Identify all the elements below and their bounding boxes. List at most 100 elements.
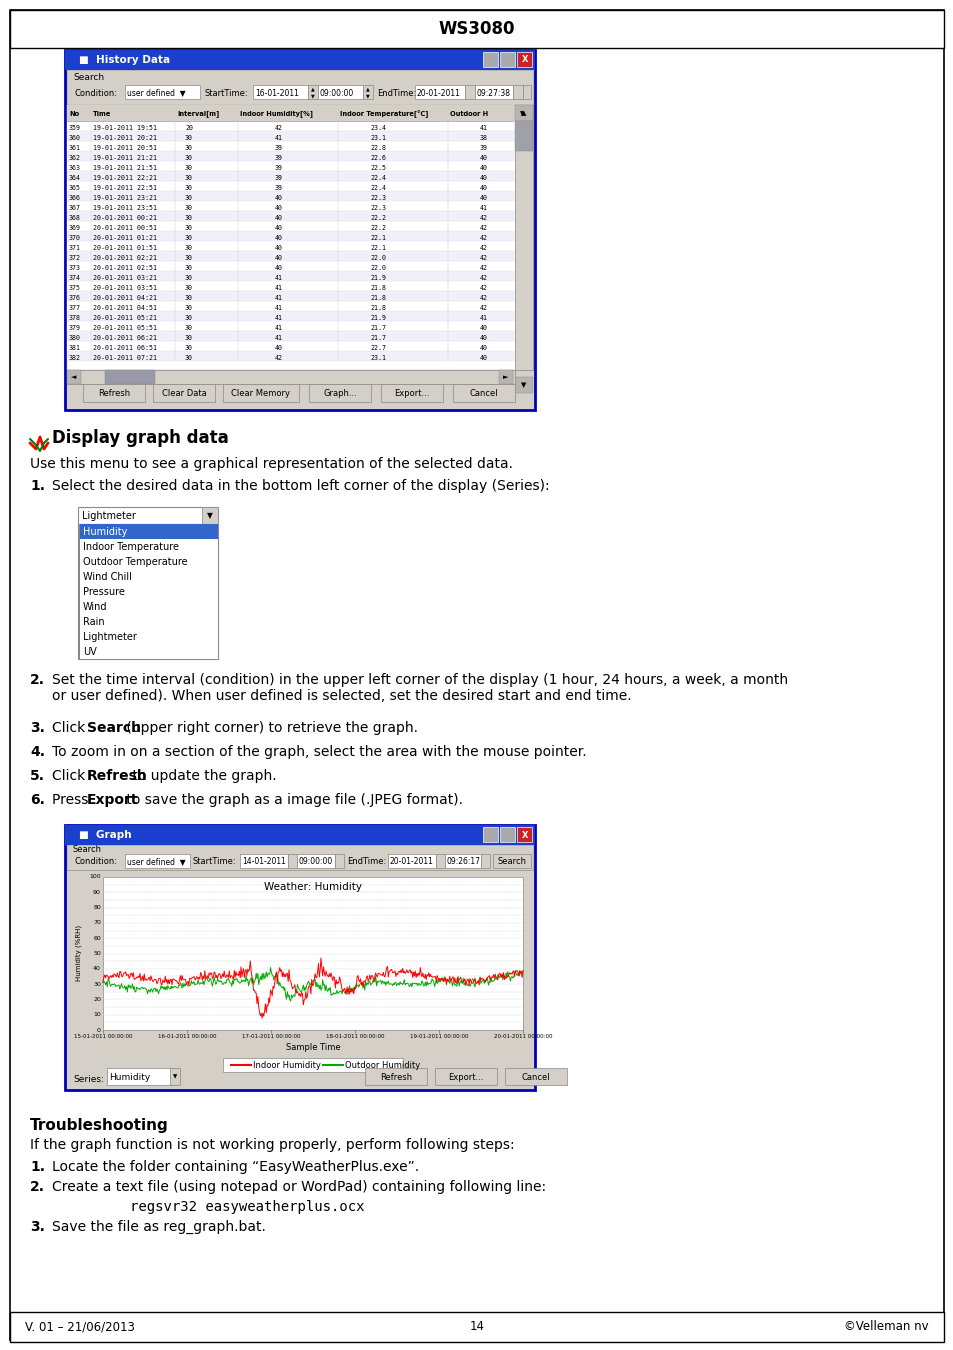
Bar xyxy=(78,524,218,659)
Bar xyxy=(67,301,515,310)
Bar xyxy=(499,53,515,68)
Text: ▼: ▼ xyxy=(519,112,524,116)
Bar xyxy=(436,855,444,868)
Text: 30: 30 xyxy=(185,346,193,351)
Text: 20-01-2011 02:51: 20-01-2011 02:51 xyxy=(92,265,157,271)
Text: 09:00:00: 09:00:00 xyxy=(319,89,354,97)
Text: 42: 42 xyxy=(479,305,488,310)
Text: 20-01-2011 00:00:00: 20-01-2011 00:00:00 xyxy=(494,1034,552,1040)
Bar xyxy=(444,855,480,868)
Text: 20-01-2011 07:21: 20-01-2011 07:21 xyxy=(92,355,157,360)
Text: 22.3: 22.3 xyxy=(370,205,386,211)
Bar xyxy=(152,383,214,402)
Bar xyxy=(67,122,515,131)
Text: 23.4: 23.4 xyxy=(370,126,386,131)
Bar xyxy=(67,140,515,151)
Text: 3.: 3. xyxy=(30,1220,45,1234)
Bar xyxy=(67,292,515,301)
Text: 30: 30 xyxy=(185,325,193,331)
Text: 21.7: 21.7 xyxy=(370,335,386,342)
Text: 39: 39 xyxy=(274,185,283,190)
Text: 22.2: 22.2 xyxy=(370,225,386,231)
Bar xyxy=(464,85,475,99)
Text: Click: Click xyxy=(52,721,90,734)
Text: 40: 40 xyxy=(274,205,283,211)
Text: 40: 40 xyxy=(274,194,283,201)
Text: X: X xyxy=(521,830,528,840)
Text: 21.8: 21.8 xyxy=(370,285,386,292)
Text: Locate the folder containing “EasyWeatherPlus.exe”.: Locate the folder containing “EasyWeathe… xyxy=(52,1160,418,1174)
Text: 30: 30 xyxy=(185,355,193,360)
Text: 369: 369 xyxy=(69,225,81,231)
Text: 39: 39 xyxy=(479,144,488,151)
Bar xyxy=(513,85,522,99)
Text: 364: 364 xyxy=(69,176,81,181)
Text: 18-01-2011 00:00:00: 18-01-2011 00:00:00 xyxy=(325,1034,384,1040)
Text: 5.: 5. xyxy=(30,769,45,783)
Text: V. 01 – 21/06/2013: V. 01 – 21/06/2013 xyxy=(25,1320,134,1334)
Bar xyxy=(10,1312,943,1342)
Text: UV: UV xyxy=(83,647,96,657)
Text: 17-01-2011 00:00:00: 17-01-2011 00:00:00 xyxy=(241,1034,300,1040)
Bar xyxy=(309,383,371,402)
Bar xyxy=(80,599,218,614)
Bar xyxy=(80,614,218,629)
Text: 30: 30 xyxy=(185,335,193,342)
Bar xyxy=(80,554,218,568)
Bar xyxy=(365,1068,427,1085)
Bar xyxy=(515,122,533,151)
Text: 40: 40 xyxy=(479,185,488,190)
Text: 22.0: 22.0 xyxy=(370,255,386,261)
Bar xyxy=(67,171,515,181)
Text: 30: 30 xyxy=(185,275,193,281)
Bar xyxy=(65,825,535,1089)
Bar xyxy=(67,131,515,140)
Bar xyxy=(125,85,200,99)
Bar xyxy=(240,855,288,868)
Text: 30: 30 xyxy=(185,235,193,242)
Text: 22.8: 22.8 xyxy=(370,144,386,151)
Bar xyxy=(453,383,515,402)
Text: 30: 30 xyxy=(93,981,101,987)
Text: 40: 40 xyxy=(93,967,101,971)
Text: 100: 100 xyxy=(90,875,101,879)
Bar xyxy=(67,351,515,360)
Text: 23.1: 23.1 xyxy=(370,135,386,140)
Text: 30: 30 xyxy=(185,215,193,221)
Text: 30: 30 xyxy=(185,185,193,190)
Bar xyxy=(308,85,317,99)
Text: 368: 368 xyxy=(69,215,81,221)
Text: 20-01-2011 01:21: 20-01-2011 01:21 xyxy=(92,235,157,242)
Bar xyxy=(475,85,513,99)
Text: 22.7: 22.7 xyxy=(370,346,386,351)
Bar xyxy=(107,1068,174,1085)
Text: EndTime:: EndTime: xyxy=(347,857,386,867)
Text: 19-01-2011 23:21: 19-01-2011 23:21 xyxy=(92,194,157,201)
Text: Create a text file (using notepad or WordPad) containing following line:: Create a text file (using notepad or Wor… xyxy=(52,1180,545,1193)
Text: 09:26:17: 09:26:17 xyxy=(447,857,480,867)
Text: 22.3: 22.3 xyxy=(370,194,386,201)
Text: Refresh: Refresh xyxy=(379,1072,412,1081)
Bar xyxy=(253,85,308,99)
Text: 41: 41 xyxy=(274,325,283,331)
Bar xyxy=(67,342,515,351)
Text: 41: 41 xyxy=(479,315,488,321)
Text: regsvr32 easyweatherplus.ocx: regsvr32 easyweatherplus.ocx xyxy=(130,1200,364,1214)
Text: 20-01-2011 04:51: 20-01-2011 04:51 xyxy=(92,305,157,310)
Bar xyxy=(482,828,497,842)
Bar xyxy=(80,524,218,539)
Text: 10: 10 xyxy=(93,1012,101,1017)
Text: Condition:: Condition: xyxy=(75,89,118,97)
Text: Indoor Temperature[°C]: Indoor Temperature[°C] xyxy=(339,111,428,117)
Bar xyxy=(67,190,515,201)
Text: Use this menu to see a graphical representation of the selected data.: Use this menu to see a graphical represe… xyxy=(30,458,513,471)
Text: 42: 42 xyxy=(479,296,488,301)
Text: Humidity: Humidity xyxy=(83,526,128,537)
Text: 41: 41 xyxy=(274,315,283,321)
Text: 30: 30 xyxy=(185,296,193,301)
Bar xyxy=(103,878,522,1030)
Text: Outdoor Temperature: Outdoor Temperature xyxy=(83,558,188,567)
Bar xyxy=(67,231,515,242)
Text: 360: 360 xyxy=(69,135,81,140)
Text: 20-01-2011 06:51: 20-01-2011 06:51 xyxy=(92,346,157,351)
